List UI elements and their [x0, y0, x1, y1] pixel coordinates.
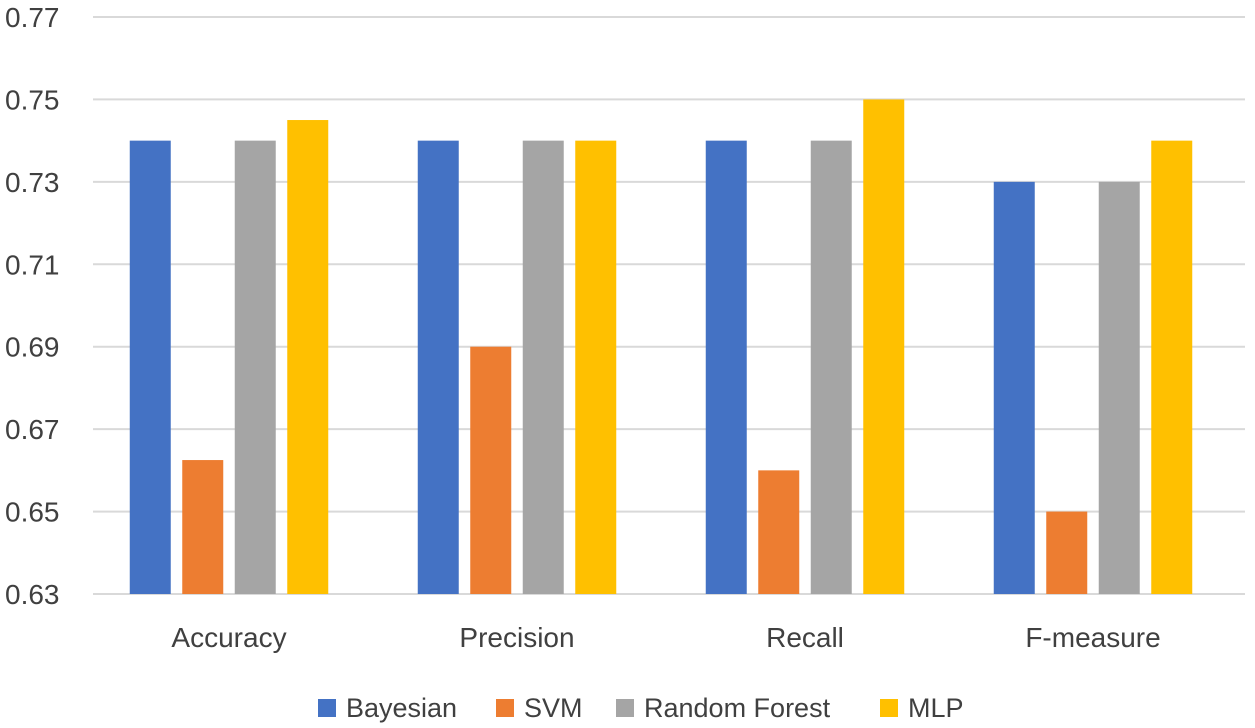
x-category-label: F-measure	[1025, 622, 1160, 653]
legend-label: Bayesian	[346, 693, 457, 723]
y-tick-label: 0.69	[5, 332, 60, 363]
x-category-label: Precision	[459, 622, 574, 653]
x-category-label: Recall	[766, 622, 844, 653]
bar-svm-accuracy	[182, 460, 224, 594]
bar-bayesian-f-measure	[993, 181, 1035, 594]
bar-mlp-f-measure	[1151, 140, 1193, 594]
legend-label: MLP	[908, 693, 964, 723]
bar-svm-precision	[470, 346, 512, 594]
legend-label: Random Forest	[644, 693, 831, 723]
legend-swatch	[496, 699, 514, 717]
y-tick-label: 0.63	[5, 579, 60, 610]
legend-item: Random Forest	[616, 693, 831, 723]
bar-mlp-precision	[575, 140, 617, 594]
y-tick-label: 0.65	[5, 497, 60, 528]
y-tick-label: 0.77	[5, 2, 60, 33]
y-tick-label: 0.67	[5, 414, 60, 445]
legend-swatch	[318, 699, 336, 717]
bar-svm-recall	[758, 470, 800, 594]
bar-mlp-recall	[863, 99, 905, 594]
y-axis-tick-labels: 0.63 0.65 0.67 0.69 0.71 0.73 0.75 0.77	[5, 2, 60, 610]
bar-random-forest-accuracy	[234, 140, 276, 594]
gridlines	[93, 16, 1245, 595]
y-tick-label: 0.75	[5, 84, 60, 115]
bars	[129, 99, 1193, 595]
bar-mlp-accuracy	[287, 120, 329, 595]
bar-bayesian-accuracy	[129, 140, 171, 594]
legend-swatch	[880, 699, 898, 717]
x-category-label: Accuracy	[171, 622, 286, 653]
legend-label: SVM	[524, 693, 583, 723]
legend-item: SVM	[496, 693, 583, 723]
y-tick-label: 0.73	[5, 167, 60, 198]
bar-bayesian-recall	[705, 140, 747, 594]
bar-bayesian-precision	[417, 140, 459, 594]
legend-item: MLP	[880, 693, 964, 723]
bar-random-forest-recall	[810, 140, 852, 594]
y-tick-label: 0.71	[5, 249, 60, 280]
legend: Bayesian SVM Random Forest MLP	[318, 693, 964, 723]
legend-swatch	[616, 699, 634, 717]
bar-random-forest-precision	[522, 140, 564, 594]
legend-item: Bayesian	[318, 693, 457, 723]
bar-random-forest-f-measure	[1098, 181, 1140, 594]
x-axis-category-labels: Accuracy Precision Recall F-measure	[171, 622, 1160, 653]
bar-svm-f-measure	[1046, 511, 1088, 594]
